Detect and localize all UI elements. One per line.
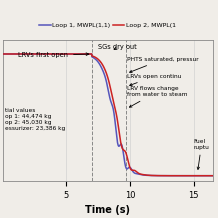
Text: tial values
op 1: 44,474 kg
op 2: 45,030 kg
essurizer: 23,386 kg: tial values op 1: 44,474 kg op 2: 45,030… <box>5 108 65 131</box>
Text: PHTS saturated, pressur: PHTS saturated, pressur <box>127 57 198 73</box>
Text: LRV flows change
from water to steam: LRV flows change from water to steam <box>127 86 187 107</box>
Text: SGs dry out: SGs dry out <box>98 44 137 50</box>
Text: LRVs first open: LRVs first open <box>18 52 89 58</box>
Legend: Loop 1, MWPL(1,1), Loop 2, MWPL(1: Loop 1, MWPL(1,1), Loop 2, MWPL(1 <box>37 20 179 31</box>
Text: Fuel
ruptu: Fuel ruptu <box>194 139 209 169</box>
Text: LRVs open continu: LRVs open continu <box>127 74 181 86</box>
X-axis label: Time (s): Time (s) <box>85 205 130 215</box>
